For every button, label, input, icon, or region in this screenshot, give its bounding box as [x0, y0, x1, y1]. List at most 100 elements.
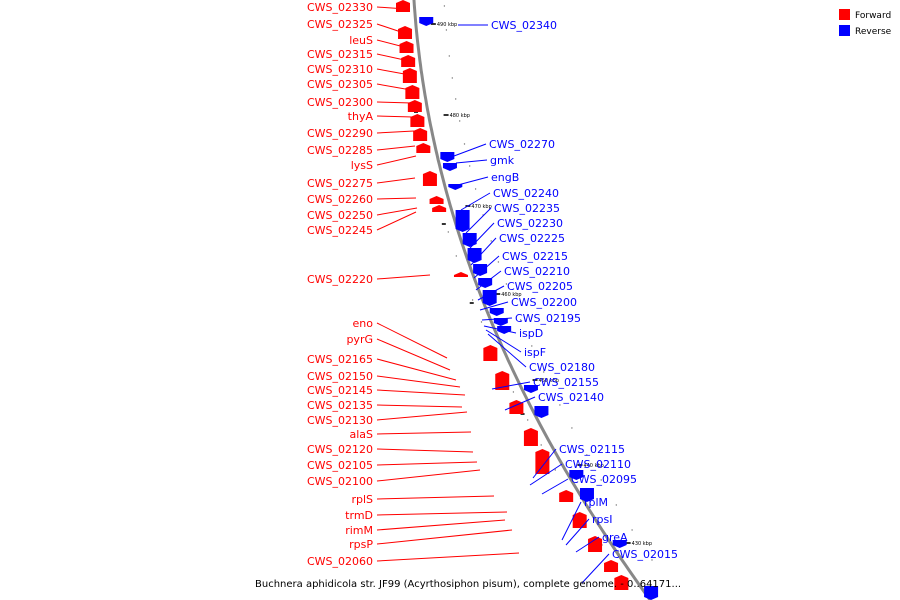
reverse-gene: [579, 488, 594, 502]
reverse-gene-label: gmk: [490, 154, 515, 167]
scale-dot: [459, 120, 461, 122]
forward-gene-label: thyA: [348, 110, 374, 123]
scale-dot: [540, 444, 542, 446]
scale-dot: [559, 404, 561, 406]
forward-gene-label: pyrG: [346, 333, 373, 346]
reverse-gene-label: CWS_02270: [489, 138, 555, 151]
reverse-gene-label: CWS_02240: [493, 187, 559, 200]
forward-gene: [535, 449, 550, 474]
forward-gene-label: CWS_02060: [307, 555, 373, 568]
reverse-gene-label: CWS_02015: [612, 548, 678, 561]
forward-leader-line: [376, 155, 417, 166]
reverse-gene: [419, 17, 434, 26]
reverse-leader-line: [453, 143, 487, 157]
reverse-gene: [493, 318, 508, 326]
forward-gene-label: CWS_02120: [307, 443, 373, 456]
reverse-gene: [455, 210, 470, 232]
forward-gene-label: CWS_02285: [307, 144, 373, 157]
forward-gene: [453, 272, 468, 277]
reverse-leader-line: [453, 176, 489, 187]
reverse-gene-label: CWS_02200: [511, 296, 577, 309]
scale-dot: [445, 29, 448, 31]
forward-gene-label: CWS_02310: [307, 63, 373, 76]
reverse-leader-line: [541, 478, 569, 495]
forward-leader-line: [376, 130, 415, 134]
forward-leader-line: [376, 411, 468, 421]
reverse-gene: [473, 264, 488, 276]
forward-gene: [399, 41, 414, 53]
scale-dot: [586, 454, 588, 456]
reverse-gene: [523, 385, 538, 393]
scale-dot: [554, 469, 556, 471]
reverse-gene-label: ispF: [524, 346, 546, 359]
reverse-leader-line: [465, 207, 492, 234]
forward-gene-label: rpsP: [349, 538, 373, 551]
reverse-leader-line: [581, 553, 610, 584]
reverse-gene-label: CWS_02210: [504, 265, 570, 278]
forward-gene-label: CWS_02165: [307, 353, 373, 366]
scale-dot: [512, 391, 515, 393]
forward-gene-label: CWS_02260: [307, 193, 373, 206]
forward-leader-line: [376, 39, 409, 49]
forward-gene-label: leuS: [349, 34, 373, 47]
kbp-tick-label: 470 kbp: [471, 204, 491, 210]
forward-gene-label: alaS: [349, 428, 373, 441]
reverse-leader-line: [565, 518, 590, 546]
forward-leader-line: [376, 211, 417, 231]
reverse-gene-label: CWS_02140: [538, 391, 604, 404]
scale-dot: [615, 504, 617, 506]
scale-dot: [447, 231, 449, 233]
reverse-leader-line: [575, 536, 600, 553]
forward-gene: [410, 114, 425, 127]
reverse-gene-label: CWS_02110: [565, 458, 631, 471]
scale-dot: [455, 255, 457, 257]
forward-leader-line: [376, 461, 478, 466]
map-caption: Buchnera aphidicola str. JF99 (Acyrthosi…: [255, 579, 681, 590]
reverse-gene-label: greA: [602, 531, 628, 544]
reverse-gene-label: CWS_02095: [571, 473, 637, 486]
forward-gene-label: eno: [353, 317, 374, 330]
forward-leader-line: [376, 207, 418, 216]
forward-gene: [604, 560, 619, 572]
reverse-leader-line: [460, 192, 491, 211]
forward-leader-line: [376, 431, 472, 435]
scale-dot: [451, 77, 453, 79]
reverse-leader-line: [475, 270, 502, 291]
scale-dot: [527, 419, 529, 421]
forward-gene: [398, 26, 413, 39]
forward-leader-line: [376, 389, 466, 396]
forward-leader-line: [376, 495, 495, 500]
forward-gene-label: CWS_02100: [307, 475, 373, 488]
scale-dot: [448, 55, 450, 57]
reverse-leader-line: [529, 463, 563, 486]
reverse-gene-label: rplM: [584, 496, 608, 509]
reverse-leader-line: [483, 325, 517, 334]
forward-leader-line: [376, 552, 520, 562]
scale-dot: [455, 98, 457, 100]
reverse-gene-label: CWS_02205: [507, 280, 573, 293]
forward-gene-label: CWS_02300: [307, 96, 373, 109]
forward-gene: [429, 196, 444, 204]
scale-dot: [474, 188, 477, 190]
reverse-gene: [448, 184, 463, 190]
forward-leader-line: [376, 511, 508, 516]
reverse-gene-label: ispD: [519, 327, 543, 340]
scale-dot: [631, 529, 633, 531]
scale-dot: [600, 479, 602, 481]
reverse-gene-label: CWS_02235: [494, 202, 560, 215]
forward-leader-line: [376, 145, 416, 151]
forward-leader-line: [376, 375, 461, 388]
forward-gene-label: CWS_02135: [307, 399, 373, 412]
forward-leader-line: [376, 197, 417, 200]
reverse-gene-label: CWS_02225: [499, 232, 565, 245]
forward-leader-line: [376, 529, 513, 545]
forward-gene: [413, 128, 428, 141]
forward-gene-label: CWS_02105: [307, 459, 373, 472]
scale-dot: [490, 240, 492, 242]
reverse-gene-label: CWS_02115: [559, 443, 625, 456]
reverse-gene: [467, 248, 482, 263]
forward-leader-line: [376, 68, 411, 76]
reverse-gene: [440, 152, 455, 162]
kbp-tick-label: 430 kbp: [632, 541, 652, 547]
